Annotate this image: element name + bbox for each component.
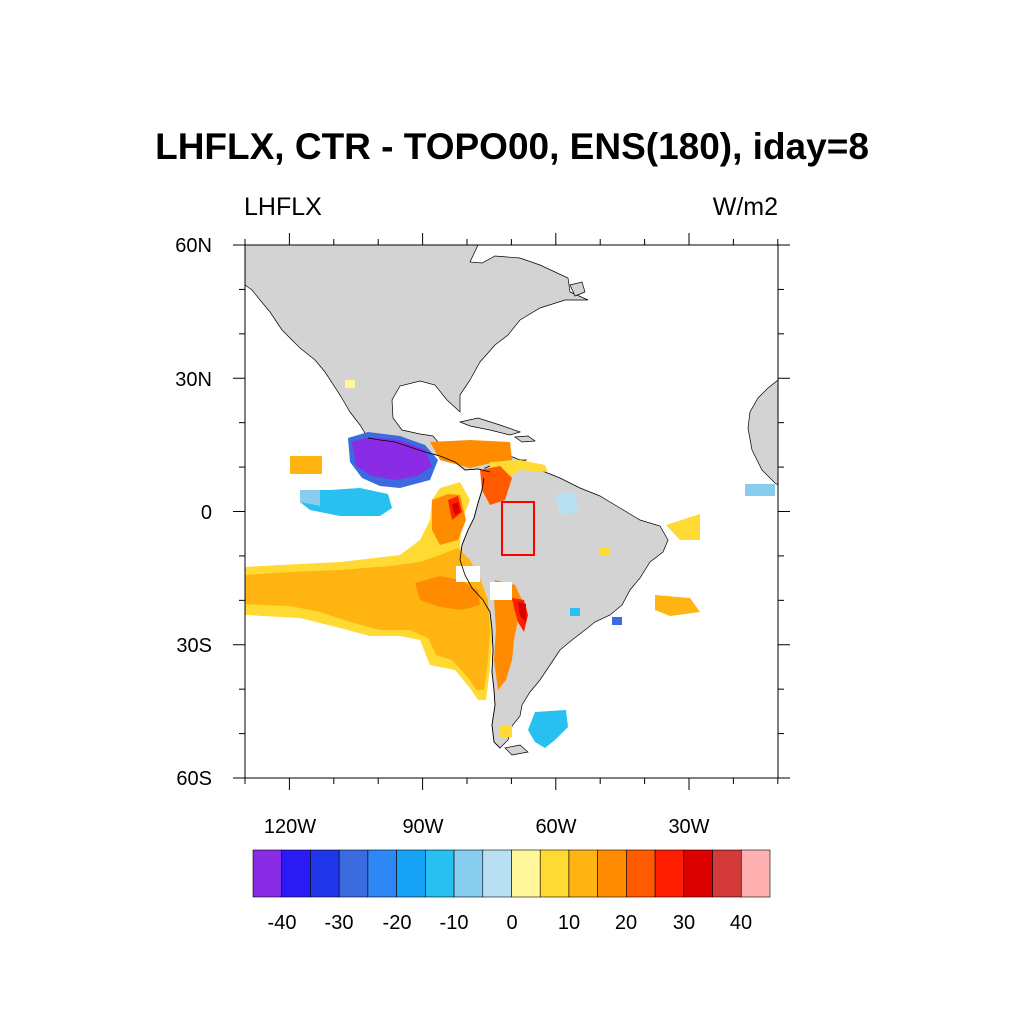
field-patch-amazon-blue [555, 492, 578, 515]
field-negative-pacific [300, 488, 392, 516]
colorbar-swatch [281, 849, 311, 898]
colorbar-label-40: 40 [730, 912, 752, 934]
lat-label-30s: 30S [176, 635, 212, 657]
cuba-island [458, 417, 522, 436]
coastline-central-america [367, 437, 491, 473]
plot-title: LHFLX, CTR - TOPO00, ENS(180), iday=8 [155, 126, 869, 167]
lon-label-120w: 120W [264, 816, 316, 838]
field-caribbean [430, 440, 512, 468]
colorbar-swatch [252, 849, 283, 898]
colorbar-swatch [425, 849, 455, 898]
units-label: W/m2 [712, 193, 778, 221]
colorbar-swatch [511, 849, 541, 898]
lat-label-0: 0 [201, 502, 212, 524]
coastline-south-america-west [459, 477, 501, 749]
field-patch-patagonia-w [500, 725, 512, 737]
colorbar-label-m20: -20 [383, 912, 412, 934]
colorbar-label-m10: -10 [440, 912, 469, 934]
colorbar-label-30: 30 [673, 912, 695, 934]
colorbar-swatch [338, 849, 369, 898]
missing-box-2 [490, 582, 512, 600]
coastlines [367, 437, 501, 749]
colorbar-swatch [396, 849, 426, 898]
field-patch-africa [745, 484, 775, 496]
colorbar [252, 849, 771, 898]
field-colombia [480, 466, 512, 505]
field-patch-yellow [600, 548, 610, 556]
colorbar-swatch [654, 849, 685, 898]
map-area [245, 245, 778, 778]
highlight-box [501, 501, 535, 556]
africa-landmass [747, 379, 778, 486]
colorbar-swatch [310, 849, 340, 898]
variable-label: LHFLX [244, 193, 322, 221]
lon-label-60w: 60W [535, 816, 576, 838]
colorbar-swatch [683, 849, 713, 898]
colorbar-label-m40: -40 [268, 912, 297, 934]
colorbar-swatch [626, 849, 656, 898]
hispaniola-island [514, 435, 536, 443]
field-patch-atlantic [666, 514, 700, 540]
colorbar-swatch [740, 849, 771, 898]
colorbar-label-m30: -30 [325, 912, 354, 934]
colorbar-swatch [712, 849, 742, 898]
missing-box-1 [456, 566, 480, 582]
longitude-labels: 120W 90W 60W 30W [264, 816, 710, 838]
field-patch-blue-1 [570, 608, 580, 616]
field-negative-pacific-light [300, 490, 320, 506]
field-35-core [452, 502, 460, 515]
lat-label-60s: 60S [176, 768, 212, 790]
lat-label-60n: 60N [175, 235, 212, 257]
colorbar-swatch [367, 849, 397, 898]
axis-ticks [233, 233, 790, 790]
colorbar-swatch [597, 849, 627, 898]
field-patch-brazil [655, 595, 700, 616]
field-patch-blue-2 [612, 617, 622, 625]
colorbar-label-20: 20 [615, 912, 637, 934]
colorbar-swatch [568, 849, 598, 898]
lat-label-30n: 30N [175, 369, 212, 391]
colorbar-label-10: 10 [558, 912, 580, 934]
lon-label-30w: 30W [668, 816, 709, 838]
colorbar-swatch [453, 849, 484, 898]
colorbar-swatch [482, 849, 512, 898]
field-20-band [415, 576, 480, 610]
colorbar-labels: -40 -30 -20 -10 0 10 20 30 40 [268, 912, 753, 934]
lon-label-90w: 90W [402, 816, 443, 838]
field-patch-patagonia [528, 710, 568, 748]
field-patch-gulf [345, 380, 355, 388]
field-andes-core [518, 602, 526, 622]
field-patch-pacific-n [290, 456, 322, 474]
latitude-labels: 60N 30N 0 30S 60S [175, 235, 212, 790]
colorbar-label-0: 0 [506, 912, 517, 934]
newfoundland-island [569, 281, 586, 297]
colorbar-swatch [539, 849, 570, 898]
tierra-del-fuego [504, 744, 529, 756]
